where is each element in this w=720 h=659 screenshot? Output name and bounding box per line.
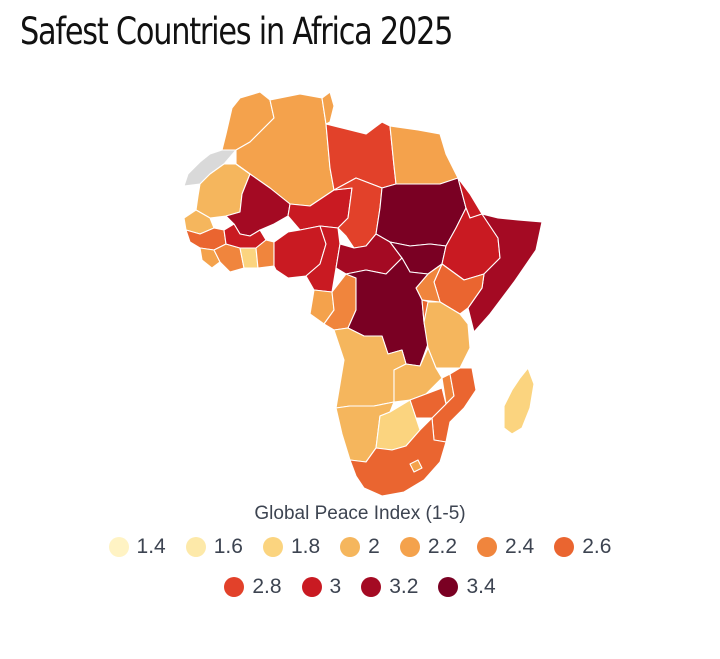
legend-row-1: 1.4 1.6 1.8 2 2.2 2.4 2.6 — [0, 535, 720, 559]
legend-label: 1.8 — [290, 535, 321, 558]
legend-item: 1.4 — [108, 535, 166, 559]
legend-label: 2.6 — [582, 535, 612, 558]
country-shapes — [183, 91, 543, 497]
legend-label: 2.8 — [252, 575, 282, 598]
legend-swatch-icon — [185, 537, 206, 557]
region-tanzania[interactable] — [423, 301, 471, 369]
region-somalia[interactable] — [467, 213, 543, 333]
legend-label: 3 — [329, 575, 342, 598]
africa-map-svg — [183, 91, 543, 497]
legend-swatch-icon — [224, 577, 245, 597]
legend-item: 2.2 — [399, 535, 458, 559]
legend-item: 2.8 — [224, 575, 282, 599]
region-zambia[interactable] — [393, 347, 443, 403]
legend-title: Global Peace Index (1-5) — [254, 503, 466, 524]
legend-item: 2.6 — [554, 535, 611, 559]
region-lesotho[interactable] — [409, 459, 423, 473]
legend-item: 1.6 — [185, 535, 243, 559]
legend-label: 1.6 — [213, 535, 243, 558]
legend-swatch-icon — [477, 537, 498, 557]
legend-swatch-icon — [301, 577, 322, 597]
legend-label: 2 — [368, 535, 380, 558]
region-burkina-faso[interactable] — [223, 223, 267, 249]
legend-swatch-icon — [340, 537, 361, 557]
legend-label: 3.2 — [389, 575, 419, 598]
legend-label: 2.4 — [505, 535, 535, 558]
legend-item: 2.4 — [477, 535, 534, 559]
legend-item: 3.4 — [438, 575, 496, 599]
region-egypt[interactable] — [389, 125, 459, 185]
legend-item: 3.2 — [361, 575, 418, 599]
legend-swatch-icon — [554, 537, 575, 557]
legend-swatch-icon — [399, 537, 420, 557]
region-madagascar[interactable] — [503, 367, 535, 435]
legend-swatch-icon — [262, 537, 283, 557]
legend-item: 2 — [340, 535, 380, 559]
legend-swatch-icon — [108, 537, 129, 557]
legend-row-2: 2.8 3 3.2 3.4 — [0, 575, 720, 599]
page-title: Safest Countries in Africa 2025 — [20, 10, 453, 53]
legend-label: 2.2 — [427, 535, 458, 558]
region-south-africa[interactable] — [349, 417, 447, 497]
legend-item: 3 — [301, 575, 342, 599]
legend-label: 3.4 — [466, 575, 496, 598]
legend-swatch-icon — [361, 577, 382, 597]
region-western-sahara[interactable] — [183, 149, 237, 187]
legend-item: 1.8 — [262, 535, 321, 559]
legend-swatch-icon — [438, 577, 459, 597]
africa-choropleth-map — [170, 78, 550, 498]
legend-label: 1.4 — [136, 535, 166, 558]
region-tunisia[interactable] — [321, 91, 335, 125]
